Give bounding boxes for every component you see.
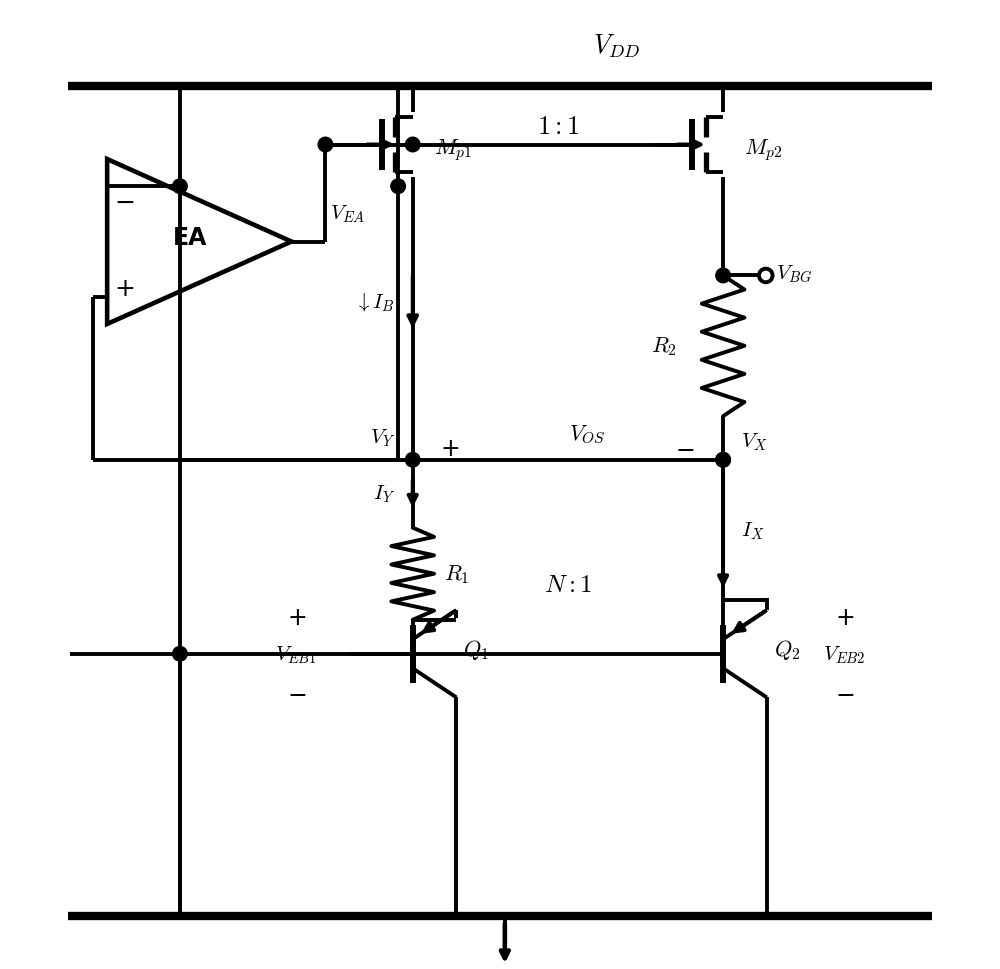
Text: $-$: $-$ (287, 681, 306, 704)
Text: $M_{p2}$: $M_{p2}$ (744, 138, 783, 163)
Text: $+$: $+$ (440, 437, 459, 460)
Circle shape (716, 268, 730, 283)
Text: $-$: $-$ (675, 437, 694, 460)
Circle shape (391, 179, 405, 194)
Text: $+$: $+$ (835, 606, 854, 629)
Circle shape (405, 453, 420, 468)
Text: $V_{EA}$: $V_{EA}$ (330, 203, 366, 225)
Text: $R_2$: $R_2$ (651, 335, 677, 358)
Circle shape (318, 138, 333, 153)
Text: $V_{EB2}$: $V_{EB2}$ (823, 643, 866, 665)
Text: $-$: $-$ (114, 190, 135, 213)
Text: $+$: $+$ (114, 277, 135, 300)
Circle shape (716, 453, 730, 468)
Text: $R_1$: $R_1$ (444, 563, 469, 585)
Text: $V_X$: $V_X$ (741, 431, 767, 453)
Text: $V_{EB1}$: $V_{EB1}$ (275, 643, 317, 665)
Circle shape (405, 138, 420, 153)
Text: $I_X$: $I_X$ (741, 519, 764, 542)
Text: $+$: $+$ (287, 606, 306, 629)
Text: $I_Y$: $I_Y$ (373, 484, 395, 505)
Text: $Q_2$: $Q_2$ (774, 638, 800, 661)
Text: $V_{DD}$: $V_{DD}$ (593, 33, 640, 60)
Text: $\downarrow I_B$: $\downarrow I_B$ (355, 292, 395, 314)
Circle shape (173, 179, 187, 194)
Circle shape (173, 647, 187, 661)
Text: $N:1$: $N:1$ (544, 573, 592, 596)
Circle shape (716, 453, 730, 468)
Text: $V_{BG}$: $V_{BG}$ (776, 264, 813, 285)
Text: $1:1$: $1:1$ (537, 114, 580, 141)
Text: $-$: $-$ (835, 681, 854, 704)
Text: EA: EA (172, 226, 207, 249)
Text: $V_Y$: $V_Y$ (370, 427, 395, 449)
Text: $M_{p1}$: $M_{p1}$ (434, 138, 472, 163)
Text: $Q_1$: $Q_1$ (463, 638, 489, 661)
Text: $V_{OS}$: $V_{OS}$ (569, 423, 606, 446)
